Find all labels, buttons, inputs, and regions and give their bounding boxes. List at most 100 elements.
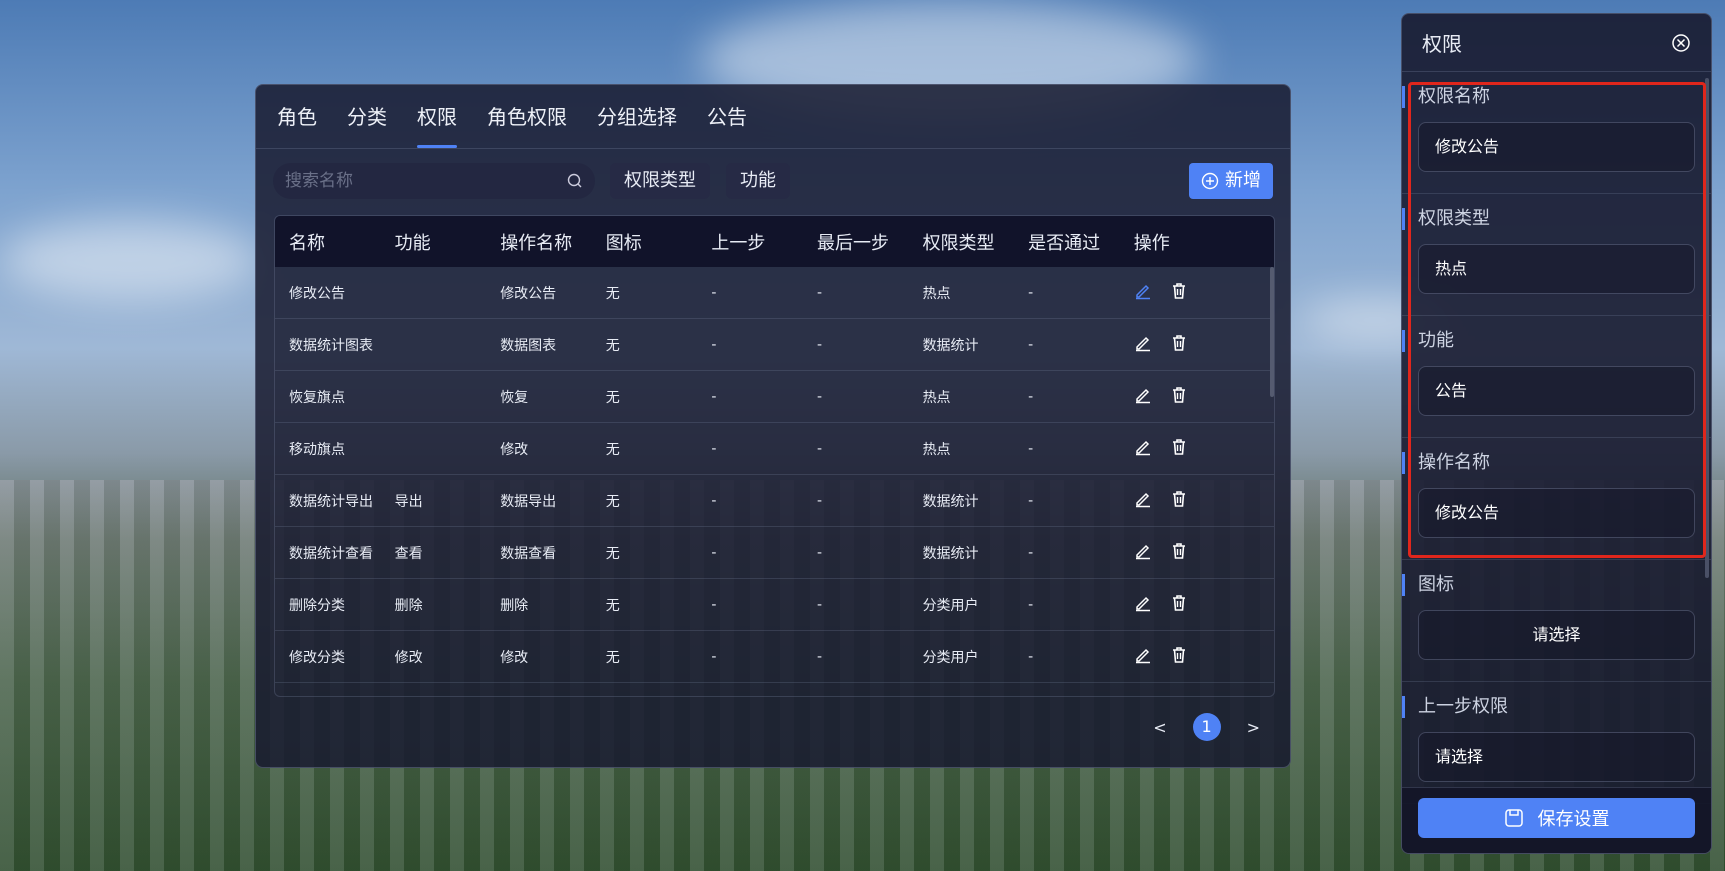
table-cell: 分类用户 [922,649,979,666]
table-cell: 数据导出 [500,493,557,510]
edit-icon[interactable] [1134,490,1152,512]
permission-type-filter[interactable]: 权限类型 [610,163,710,199]
tab-0[interactable]: 角色 [277,105,317,129]
search-input[interactable] [285,171,567,191]
table-cell: - [816,544,823,561]
table-cell: - [816,596,823,613]
table-cell: 修改 [500,441,529,458]
table-row: 数据统计导出 导出 数据导出 无 - - 数据统计 - [275,475,1274,527]
function-filter[interactable]: 功能 [726,163,790,199]
delete-icon[interactable] [1170,594,1188,616]
row-actions [1120,334,1226,356]
delete-icon[interactable] [1170,334,1188,356]
table-cell: 移动旗点 [289,441,345,458]
tab-3[interactable]: 角色权限 [487,105,567,129]
table-cell: - [711,284,717,301]
delete-icon[interactable] [1170,386,1188,408]
delete-icon[interactable] [1170,438,1188,460]
table-cell: 删除 [394,597,423,614]
edit-icon[interactable] [1134,386,1152,408]
table-cell: 数据查看 [500,545,557,562]
table-cell: 恢复 [500,389,529,406]
edit-icon[interactable] [1134,282,1152,304]
next-page-button[interactable]: > [1246,717,1260,737]
field-label: 上一步权限 [1402,682,1695,732]
field-input[interactable]: 热点 [1418,244,1695,294]
table-cell: 热点 [922,285,951,302]
table-row: 修改公告 修改公告 无 - - 热点 - [275,267,1274,319]
search-icon[interactable] [567,173,583,189]
table-cell: 热点 [922,389,951,406]
tab-1[interactable]: 分类 [347,105,387,129]
form-section: 操作名称 修改公告 [1402,438,1711,560]
search-box[interactable] [273,163,595,199]
table-row: 恢复旗点 恢复 无 - - 热点 - [275,371,1274,423]
delete-icon[interactable] [1170,490,1188,512]
table-cell: - [1028,648,1034,665]
table-cell: 无 [605,649,620,666]
field-input[interactable]: 请选择 [1418,610,1695,660]
column-header: 操作名称 [500,232,573,254]
column-header: 图标 [605,232,642,254]
page-1-button[interactable]: 1 [1192,713,1221,741]
field-input[interactable]: 公告 [1418,366,1695,416]
tab-2[interactable]: 权限 [417,85,457,148]
delete-icon[interactable] [1170,542,1188,564]
column-header: 操作 [1133,232,1170,254]
table-cell: 无 [605,441,620,458]
table-cell: 修改 [394,649,423,666]
field-label: 功能 [1402,316,1695,366]
close-icon[interactable] [1671,33,1691,53]
edit-icon[interactable] [1134,646,1152,668]
save-settings-button[interactable]: 保存设置 [1418,798,1695,838]
field-input[interactable]: 修改公告 [1418,122,1695,172]
delete-icon[interactable] [1170,646,1188,668]
field-label: 权限类型 [1402,194,1695,244]
table-cell: - [711,544,717,561]
column-header: 是否通过 [1028,232,1101,254]
table-cell: 修改公告 [289,285,345,302]
tab-bar: 角色 分类 权限 角色权限 分组选择 公告 [256,85,1290,149]
edit-icon[interactable] [1134,594,1152,616]
add-button[interactable]: 新增 [1189,163,1273,199]
table-row: 数据统计查看 查看 数据查看 无 - - 数据统计 - [275,527,1274,579]
toolbar: 权限类型 功能 新增 [273,163,1273,199]
tab-5[interactable]: 公告 [707,105,747,129]
form-section: 图标 请选择 [1402,560,1711,682]
prev-page-button[interactable]: < [1153,717,1167,737]
table-cell: 导出 [394,493,423,510]
table-cell: 数据统计图表 [289,337,373,354]
table-cell: 无 [605,337,620,354]
row-actions [1120,438,1226,460]
edit-icon[interactable] [1134,438,1152,460]
table-cell: - [1028,492,1034,509]
pagination: < 1 > [1153,713,1260,741]
table-cell: 数据图表 [500,337,557,354]
delete-icon[interactable] [1170,282,1188,304]
field-input[interactable]: 修改公告 [1418,488,1695,538]
table-cell: 无 [605,597,620,614]
permissions-table: 名称 功能 操作名称 图标 上一步 最后一步 权限类型 是否通过 操作 修改公告 修改公告无 - - 热… [274,215,1275,697]
edit-icon[interactable] [1134,334,1152,356]
tab-4[interactable]: 分组选择 [597,105,677,129]
table-cell: 修改 [500,649,529,666]
row-actions [1120,542,1226,564]
column-header: 名称 [289,232,325,254]
field-input[interactable]: 请选择 [1418,732,1695,782]
edit-icon[interactable] [1134,542,1152,564]
permission-edit-drawer: 权限 权限名称 修改公告 权限类型 热点 功能 公告 操作名称 修改公告 图标 请选择 上一步权限请… [1401,13,1712,854]
table-cell: - [1028,284,1034,301]
table-cell: - [711,596,717,613]
table-cell: - [711,492,717,509]
table-cell: - [816,440,823,457]
table-scrollbar[interactable] [1270,267,1274,397]
table-cell: - [1028,544,1034,561]
row-actions [1120,490,1226,512]
drawer-scrollbar[interactable] [1705,78,1709,578]
table-cell: - [711,648,717,665]
table-cell: - [1028,336,1034,353]
table-cell: 数据统计 [922,545,979,562]
table-cell: 修改公告 [500,285,557,302]
field-label: 权限名称 [1402,72,1695,122]
drawer-title: 权限 [1422,32,1462,56]
